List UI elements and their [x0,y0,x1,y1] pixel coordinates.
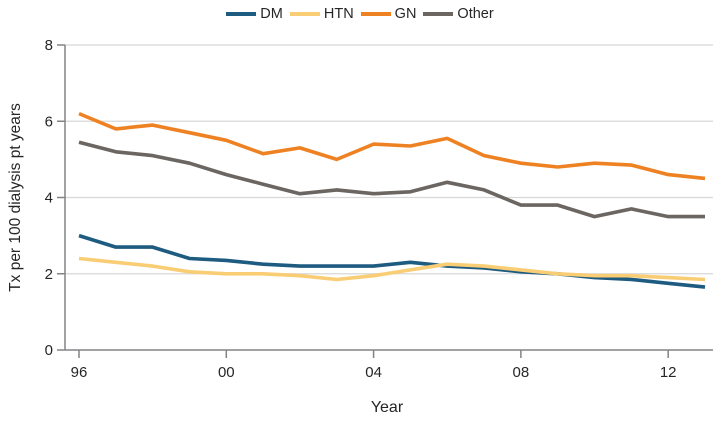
y-tick-label: 0 [45,342,53,359]
legend-item-other: Other [423,6,494,22]
htn-line-swatch-icon [289,12,320,17]
legend-item-dm: DM [226,7,283,22]
series-line-dm [78,233,706,289]
x-tick-label: 00 [218,364,235,381]
legend-label-gn: GN [394,6,417,22]
series-line-other [78,140,705,219]
dm-line-swatch-icon [226,12,257,17]
series-line-gn [78,111,706,181]
legend-item-htn: HTN [289,6,354,22]
other-line-swatch-icon [423,12,454,17]
chart-legend: DM HTN GN Other [0,7,720,22]
x-tick-label: 04 [365,364,382,381]
y-tick-label: 6 [45,113,53,130]
x-axis-title: Year [371,399,404,416]
x-tick-label: 08 [513,364,530,381]
y-axis-title: Tx per 100 dialysis pt years [7,103,24,292]
y-tick-label: 2 [45,266,53,283]
y-tick-label: 8 [45,37,53,54]
gn-line-swatch-icon [360,12,391,17]
x-tick-label: 12 [660,364,677,381]
legend-label-dm: DM [260,6,283,22]
y-tick-label: 4 [45,190,53,207]
x-tick-label: 96 [71,364,88,381]
legend-label-other: Other [457,6,494,22]
legend-label-htn: HTN [323,6,354,22]
legend-item-gn: GN [360,6,417,22]
series-line-htn [78,256,706,282]
